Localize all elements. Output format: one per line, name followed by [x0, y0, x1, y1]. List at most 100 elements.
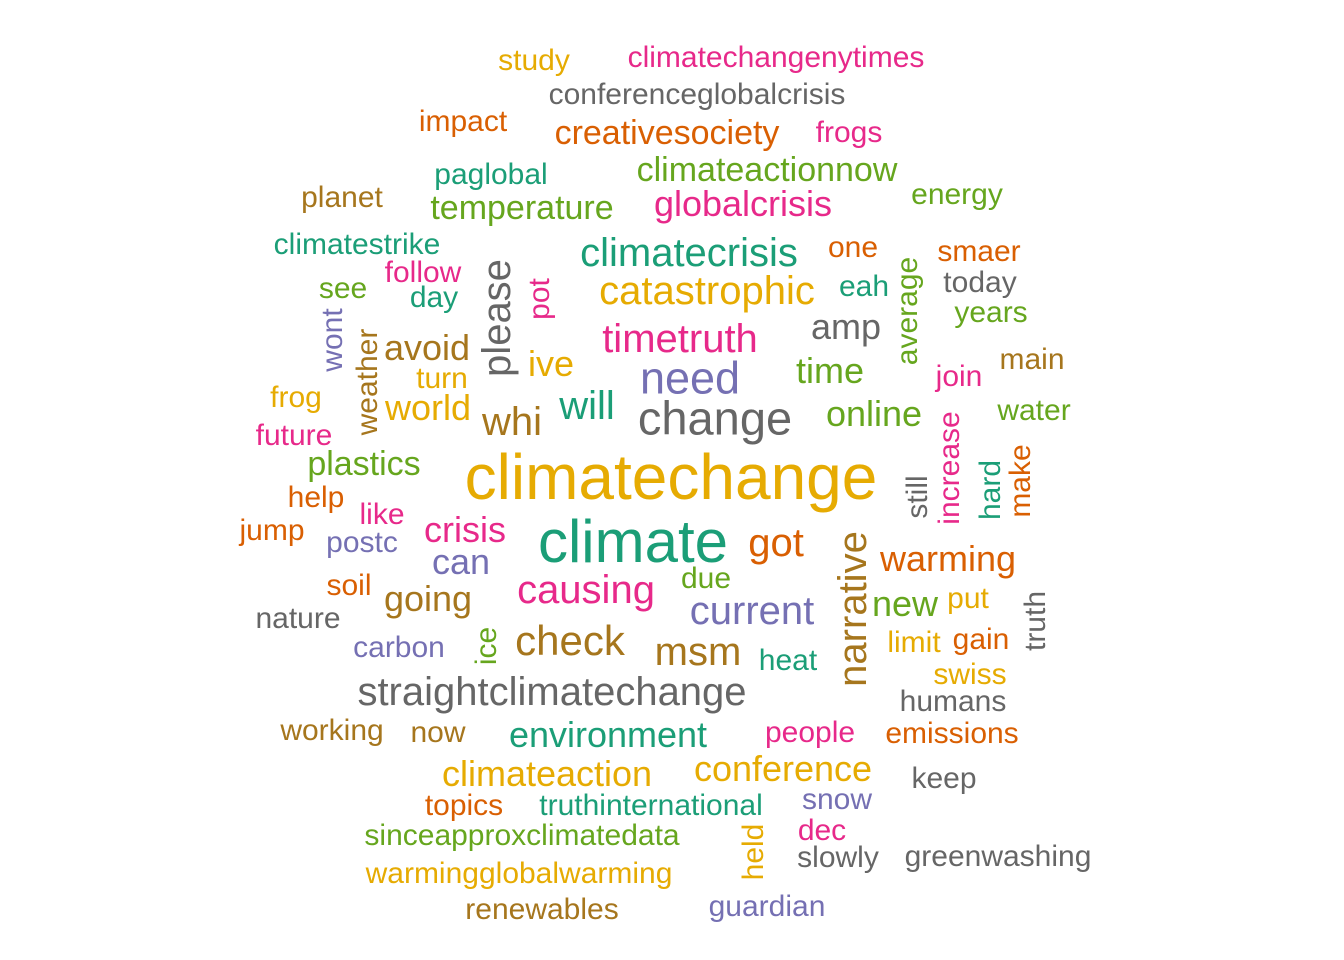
word-globalcrisis: globalcrisis [653, 183, 833, 224]
word-will: will [559, 384, 615, 428]
word-future: future [255, 419, 333, 452]
word-water: water [997, 394, 1071, 427]
word-day: day [409, 281, 459, 314]
word-wont: wont [316, 308, 349, 372]
word-msm: msm [654, 630, 742, 674]
word-change: change [637, 391, 793, 445]
word-study: study [498, 44, 570, 77]
word-limit: limit [887, 626, 941, 659]
word-ice: ice [470, 626, 503, 666]
word-working: working [280, 714, 384, 747]
word-frogs: frogs [815, 116, 883, 149]
word-greenwashing: greenwashing [904, 840, 1092, 873]
word-snow: snow [801, 783, 873, 816]
word-causing: causing [517, 568, 655, 612]
word-time: time [795, 350, 865, 391]
word-due: due [680, 562, 732, 595]
word-emissions: emissions [885, 717, 1019, 750]
word-climateactionnow: climateactionnow [636, 151, 898, 189]
word-dec: dec [797, 814, 847, 847]
word-new: new [871, 583, 939, 624]
word-gain: gain [952, 623, 1010, 656]
word-increase: increase [933, 411, 966, 525]
word-pot: pot [523, 278, 556, 320]
word-conferenceglobalcrisis: conferenceglobalcrisis [548, 78, 846, 111]
word-eah: eah [838, 270, 890, 303]
word-impact: impact [418, 105, 508, 138]
word-follow: follow [384, 256, 462, 289]
word-world: world [384, 387, 472, 428]
word-guardian: guardian [708, 890, 826, 923]
word-climateaction: climateaction [441, 753, 653, 794]
word-topics: topics [424, 789, 504, 822]
word-truth: truth [1019, 590, 1052, 652]
word-conference: conference [693, 748, 873, 789]
word-swiss: swiss [933, 658, 1007, 691]
word-nature: nature [255, 602, 341, 635]
word-environment: environment [508, 714, 708, 755]
word-see: see [318, 272, 368, 305]
word-humans: humans [899, 685, 1007, 718]
word-online: online [825, 393, 923, 434]
word-held: held [737, 823, 770, 881]
word-crisis: crisis [424, 509, 506, 550]
word-need: need [639, 352, 741, 404]
word-renewables: renewables [465, 893, 619, 926]
word-make: make [1004, 444, 1037, 518]
word-climatestrike: climatestrike [273, 228, 441, 261]
word-keep: keep [911, 762, 977, 795]
word-check: check [515, 617, 625, 664]
word-current: current [689, 589, 815, 633]
word-warming: warming [879, 538, 1017, 579]
word-sinceapproxclimatedata: sinceapproxclimatedata [364, 819, 680, 852]
word-hard: hard [974, 459, 1007, 521]
word-can: can [431, 541, 491, 582]
word-temperature: temperature [430, 189, 614, 227]
word-join: join [935, 360, 983, 393]
word-amp: amp [810, 306, 882, 347]
word-heat: heat [758, 644, 818, 677]
word-put: put [947, 582, 989, 615]
word-please: please [475, 259, 519, 377]
word-climatechangenytimes: climatechangenytimes [627, 41, 925, 74]
word-going: going [383, 578, 473, 619]
word-creativesociety: creativesociety [554, 114, 780, 152]
word-avoid: avoid [383, 327, 471, 368]
word-years: years [954, 296, 1028, 329]
word-whi: whi [481, 400, 543, 444]
word-still: still [901, 475, 934, 519]
word-narrative: narrative [831, 531, 875, 687]
word-jump: jump [239, 514, 305, 547]
word-warmingglobalwarming: warmingglobalwarming [365, 857, 673, 890]
word-smaer: smaer [937, 235, 1021, 268]
word-people: people [764, 716, 856, 749]
word-one: one [827, 231, 879, 264]
word-soil: soil [326, 569, 372, 602]
word-climatechange: climatechange [464, 441, 878, 513]
word-today: today [943, 266, 1017, 299]
word-truthinternational: truthinternational [539, 789, 763, 822]
word-turn: turn [416, 362, 468, 395]
word-like: like [359, 498, 405, 531]
word-frog: frog [270, 381, 322, 414]
word-timetruth: timetruth [602, 317, 758, 361]
word-got: got [748, 521, 804, 565]
word-ive: ive [527, 343, 575, 384]
word-paglobal: paglobal [434, 158, 548, 191]
word-carbon: carbon [353, 631, 445, 664]
word-catastrophic: catastrophic [599, 269, 815, 313]
word-plastics: plastics [307, 445, 421, 483]
word-weather: weather [351, 328, 384, 436]
word-postc: postc [326, 526, 398, 559]
word-energy: energy [911, 178, 1003, 211]
word-now: now [410, 716, 466, 749]
word-average: average [891, 256, 924, 366]
word-planet: planet [301, 181, 383, 214]
word-climate: climate [537, 508, 729, 575]
word-help: help [287, 481, 345, 514]
word-main: main [999, 343, 1065, 376]
word-climatecrisis: climatecrisis [580, 231, 798, 275]
word-slowly: slowly [797, 841, 879, 874]
word-straightclimatechange: straightclimatechange [357, 670, 747, 714]
